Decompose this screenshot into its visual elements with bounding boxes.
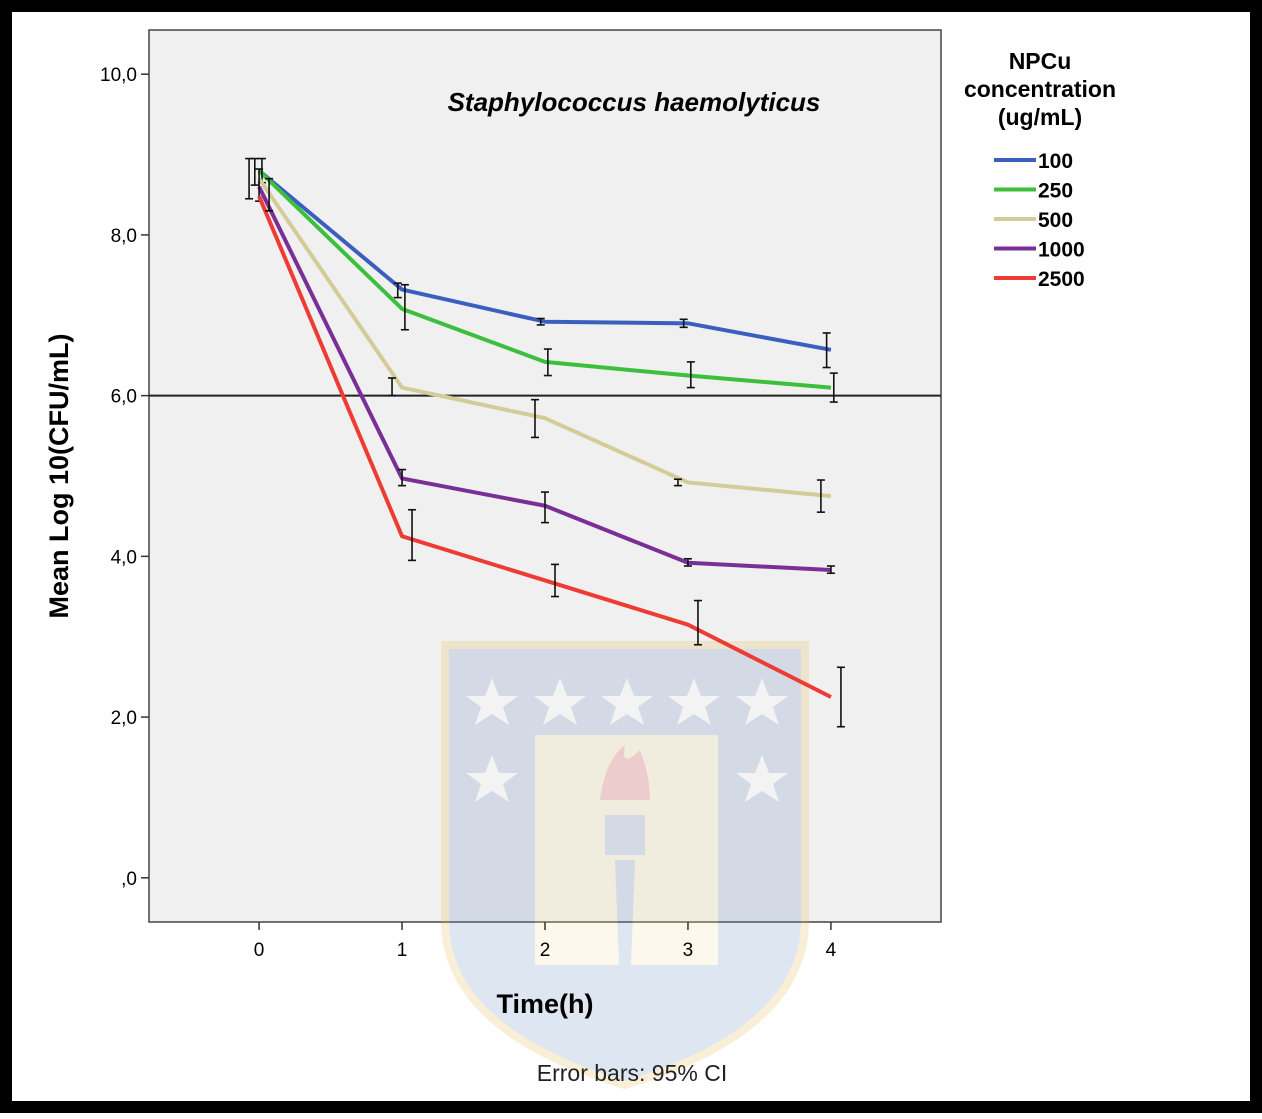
error-bar-500-0 bbox=[245, 157, 254, 200]
legend-title-line-1: NPCu bbox=[1009, 48, 1072, 74]
footnote: Error bars: 95% CI bbox=[537, 1060, 727, 1086]
y-tick-label-1: 2,0 bbox=[111, 708, 137, 729]
error-bar-2500-0 bbox=[265, 177, 274, 212]
legend-title-line-2: concentration bbox=[964, 76, 1116, 102]
x-tick-label-2: 2 bbox=[540, 940, 551, 961]
error-bar-2500-2 bbox=[551, 563, 560, 598]
series-250 bbox=[257, 157, 838, 403]
error-bar-2500-4 bbox=[836, 666, 845, 728]
error-bar-500-3 bbox=[673, 478, 682, 487]
y-tick-label-4: 8,0 bbox=[111, 226, 137, 247]
y-tick-label-2: 4,0 bbox=[111, 547, 137, 568]
series-line-2500 bbox=[257, 195, 832, 699]
error-bar-250-4 bbox=[829, 372, 838, 403]
legend-entries: 100 250 500 1000 2500 bbox=[994, 150, 1085, 291]
y-axis: ,0 2,0 4,0 6,0 8,0 10,0 bbox=[100, 65, 149, 890]
error-bar-250-3 bbox=[686, 361, 695, 389]
plot-area bbox=[148, 29, 942, 923]
series-line-500 bbox=[257, 177, 832, 499]
legend-label-500: 500 bbox=[1038, 209, 1073, 232]
series-line-250 bbox=[257, 169, 832, 390]
x-axis-label: Time(h) bbox=[496, 989, 593, 1019]
error-bar-1000-3 bbox=[683, 557, 692, 567]
y-axis-label: Mean Log 10(CFU/mL) bbox=[44, 333, 74, 618]
x-tick-label-4: 4 bbox=[826, 940, 837, 961]
watermark-seal bbox=[441, 641, 809, 1090]
error-bar-500-4 bbox=[816, 479, 825, 513]
chart-title: Staphylococcus haemolyticus bbox=[448, 87, 821, 117]
legend-label-1000: 1000 bbox=[1038, 239, 1085, 262]
x-axis: 0 1 2 3 4 bbox=[254, 922, 837, 961]
legend: NPCu concentration (ug/mL) 100 250 500 1000… bbox=[964, 48, 1116, 291]
legend-label-250: 250 bbox=[1038, 180, 1073, 203]
error-bar-1000-1 bbox=[398, 468, 407, 487]
error-bar-1000-2 bbox=[541, 491, 549, 524]
series-100 bbox=[250, 157, 832, 369]
x-tick-label-1: 1 bbox=[397, 940, 408, 961]
error-bar-2500-1 bbox=[408, 508, 417, 562]
error-bar-2500-3 bbox=[693, 599, 702, 646]
legend-label-100: 100 bbox=[1038, 150, 1073, 173]
error-bar-100-4 bbox=[822, 332, 831, 369]
series-layer bbox=[245, 157, 845, 728]
y-tick-label-5: 10,0 bbox=[100, 65, 137, 86]
x-tick-label-0: 0 bbox=[254, 940, 265, 961]
legend-title-line-3: (ug/mL) bbox=[998, 104, 1082, 130]
error-bar-250-2 bbox=[543, 348, 552, 377]
series-line-100 bbox=[257, 169, 832, 352]
series-2500 bbox=[257, 177, 845, 728]
y-tick-label-0: ,0 bbox=[121, 869, 137, 890]
error-bar-100-2 bbox=[536, 317, 545, 326]
error-bar-100-3 bbox=[679, 318, 688, 329]
y-tick-label-3: 6,0 bbox=[111, 387, 137, 408]
error-bar-500-1 bbox=[388, 377, 397, 397]
series-500 bbox=[245, 157, 832, 513]
error-bar-250-1 bbox=[400, 283, 409, 331]
series-1000 bbox=[255, 168, 835, 575]
x-tick-label-3: 3 bbox=[683, 940, 694, 961]
error-bar-1000-4 bbox=[826, 565, 835, 575]
error-bar-500-2 bbox=[530, 398, 539, 439]
legend-label-2500: 2500 bbox=[1038, 268, 1085, 291]
error-bar-100-1 bbox=[393, 282, 402, 299]
